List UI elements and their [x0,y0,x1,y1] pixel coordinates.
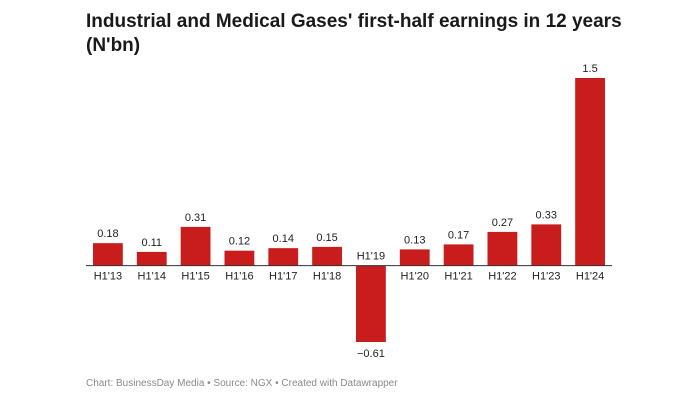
x-tick-label: H1'17 [269,271,297,283]
bar-H114 [136,251,167,266]
value-label: 0.18 [97,228,118,240]
bar-H117 [268,248,299,266]
value-label: 0.33 [536,209,557,221]
x-tick-label: H1'22 [488,271,516,283]
value-label: 0.31 [185,212,206,224]
bar-H120 [399,249,430,266]
chart-title: Industrial and Medical Gases' first-half… [86,11,622,56]
value-label: 0.27 [492,217,513,229]
x-tick-label: H1'14 [138,271,166,283]
value-label: 0.12 [229,236,250,248]
bar-H118 [312,246,342,266]
bars-group [93,78,605,342]
bar-H119 [356,265,386,342]
value-label: 0.11 [141,237,162,249]
bar-H115 [180,226,211,266]
bar-H121 [443,244,474,266]
bar-H124 [575,78,605,266]
x-tick-label: H1'20 [401,271,429,283]
value-label: −0.61 [357,348,385,360]
x-tick-label: H1'23 [532,271,560,283]
value-label: 1.5 [582,63,597,75]
value-label: 0.14 [273,233,294,245]
bar-H116 [224,250,255,266]
bar-H113 [93,243,123,266]
labels-group: 0.18 H1'13 0.11 H1'14 0.31 H1'15 0.12 H1'16 0.14… [94,63,605,360]
bar-H122 [487,231,518,266]
x-tick-label: H1'13 [94,271,122,283]
x-tick-label: H1'15 [181,271,209,283]
x-tick-label: H1'24 [576,271,604,283]
value-label: 0.15 [316,232,337,244]
x-tick-label: H1'18 [313,271,341,283]
value-label: 0.17 [448,229,469,241]
x-tick-label: H1'19 [357,251,385,263]
bar-H123 [531,224,562,266]
chart-credit: Chart: BusinessDay Media • Source: NGX •… [86,378,398,389]
value-label: 0.13 [404,234,425,246]
x-tick-label: H1'16 [225,271,253,283]
x-tick-label: H1'21 [444,271,472,283]
